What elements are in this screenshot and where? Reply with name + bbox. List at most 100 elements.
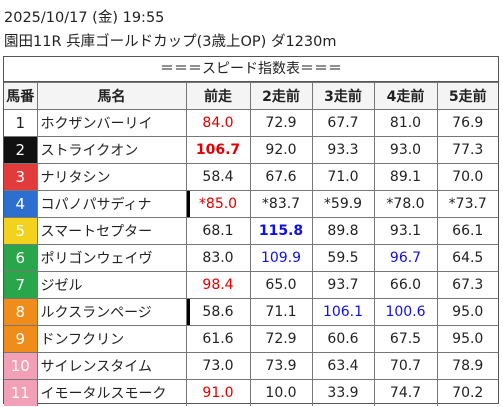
speed-index: 83.0 <box>185 244 251 272</box>
speed-index: 96.7 <box>373 244 438 272</box>
speed-index: 106.7 <box>185 136 251 164</box>
table-row: 6 ポリゴンウェイヴ 83.0 109.9 59.5 96.7 64.5 <box>4 244 498 272</box>
horse-number: 6 <box>4 244 38 272</box>
speed-table: 馬番 馬名 前走 2走前 3走前 4走前 5走前 1 ホクザンバーリイ 84.0 72.9 67.7… <box>4 82 498 406</box>
speed-index: 84.0 <box>185 109 251 137</box>
horse-number: 8 <box>4 298 38 326</box>
speed-index: 109.9 <box>249 244 313 272</box>
speed-index: 71.0 <box>311 163 375 191</box>
race-info: 園田11R 兵庫ゴールドカップ(3歳上OP) ダ1230m <box>4 34 337 50</box>
horse-number: 10 <box>4 352 38 380</box>
column-header: 馬名 <box>36 82 187 110</box>
table-row: 3 ナリタシン 58.4 67.6 71.0 89.1 70.0 <box>4 163 498 191</box>
column-header: 5走前 <box>436 82 498 110</box>
table-row: 9 ドンフクリン 61.6 72.9 60.6 67.5 95.0 <box>4 325 498 353</box>
horse-name: ルクスランページ <box>36 298 187 326</box>
speed-index: 95.0 <box>436 325 498 353</box>
horse-number: 1 <box>4 109 38 137</box>
table-row: 10 サイレンスタイム 73.0 73.9 63.4 70.7 78.9 <box>4 352 498 380</box>
table-row: 2 ストライクオン 106.7 92.0 93.3 93.0 77.3 <box>4 136 498 164</box>
speed-index: 67.5 <box>373 325 438 353</box>
speed-index: 61.6 <box>185 325 251 353</box>
speed-index: 115.8 <box>249 217 313 245</box>
speed-index: 93.7 <box>311 271 375 299</box>
speed-index: 89.8 <box>311 217 375 245</box>
speed-index: 100.6 <box>373 298 438 326</box>
header-row: 馬番 馬名 前走 2走前 3走前 4走前 5走前 <box>4 82 498 110</box>
speed-index: 64.5 <box>436 244 498 272</box>
speed-index: 71.1 <box>249 298 313 326</box>
speed-index: 106.1 <box>311 298 375 326</box>
speed-index: 72.9 <box>249 109 313 137</box>
horse-number: 5 <box>4 217 38 245</box>
speed-index: 93.0 <box>373 136 438 164</box>
table-row: 1 ホクザンバーリイ 84.0 72.9 67.7 81.0 76.9 <box>4 109 498 137</box>
speed-index: 74.7 <box>373 379 438 406</box>
speed-index: 60.6 <box>311 325 375 353</box>
speed-index: *83.7 <box>249 190 313 218</box>
speed-index: 10.0 <box>249 379 313 406</box>
horse-name: ナリタシン <box>36 163 187 191</box>
horse-name: サイレンスタイム <box>36 352 187 380</box>
speed-index: 65.0 <box>249 271 313 299</box>
horse-name: スマートセプター <box>36 217 187 245</box>
horse-name: ホクザンバーリイ <box>36 109 187 137</box>
horse-name: イモータルスモーク <box>36 379 187 406</box>
speed-index: 93.3 <box>311 136 375 164</box>
horse-number: 2 <box>4 136 38 164</box>
horse-number: 7 <box>4 271 38 299</box>
horse-name: ストライクオン <box>36 136 187 164</box>
speed-index: 78.9 <box>436 352 498 380</box>
speed-index: 58.6 <box>185 298 251 326</box>
speed-index: 73.9 <box>249 352 313 380</box>
speed-index: 70.7 <box>373 352 438 380</box>
table-row: 4 コパノパサディナ *85.0 *83.7 *59.9 *78.0 *73.7 <box>4 190 498 218</box>
horse-name: ドンフクリン <box>36 325 187 353</box>
speed-index: *59.9 <box>311 190 375 218</box>
column-header: 馬番 <box>4 82 38 110</box>
table-row: 11 イモータルスモーク 91.0 10.0 33.9 74.7 70.2 <box>4 379 498 406</box>
speed-index: 67.3 <box>436 271 498 299</box>
speed-index: *85.0 <box>185 190 251 218</box>
speed-index: 70.2 <box>436 379 498 406</box>
speed-index: 95.0 <box>436 298 498 326</box>
speed-index: 77.3 <box>436 136 498 164</box>
table-title: ＝＝＝スピード指数表＝＝＝ <box>4 57 498 82</box>
column-header: 2走前 <box>249 82 313 110</box>
horse-number: 11 <box>4 379 38 406</box>
speed-index: 68.1 <box>185 217 251 245</box>
speed-index: 72.9 <box>249 325 313 353</box>
speed-index: *73.7 <box>436 190 498 218</box>
horse-name: コパノパサディナ <box>36 190 187 218</box>
speed-index: 76.9 <box>436 109 498 137</box>
column-header: 3走前 <box>311 82 375 110</box>
column-header: 4走前 <box>373 82 438 110</box>
speed-table-box: ＝＝＝スピード指数表＝＝＝ 馬番 馬名 前走 2走前 3走前 4走前 5走前 1 ホクザンバー… <box>3 56 499 406</box>
speed-index: 63.4 <box>311 352 375 380</box>
speed-index: 67.6 <box>249 163 313 191</box>
horse-number: 4 <box>4 190 38 218</box>
speed-index: 73.0 <box>185 352 251 380</box>
speed-index: 58.4 <box>185 163 251 191</box>
speed-index: 92.0 <box>249 136 313 164</box>
table-row: 8 ルクスランページ 58.6 71.1 106.1 100.6 95.0 <box>4 298 498 326</box>
speed-index: 93.1 <box>373 217 438 245</box>
speed-index: 70.0 <box>436 163 498 191</box>
speed-index: 66.0 <box>373 271 438 299</box>
speed-index: 33.9 <box>311 379 375 406</box>
speed-index: 81.0 <box>373 109 438 137</box>
horse-number: 3 <box>4 163 38 191</box>
speed-index: 89.1 <box>373 163 438 191</box>
horse-name: ジゼル <box>36 271 187 299</box>
speed-index: 67.7 <box>311 109 375 137</box>
table-row: 7 ジゼル 98.4 65.0 93.7 66.0 67.3 <box>4 271 498 299</box>
datetime: 2025/10/17 (金) 19:55 <box>4 10 165 26</box>
column-header: 前走 <box>185 82 251 110</box>
speed-index: *78.0 <box>373 190 438 218</box>
speed-index: 98.4 <box>185 271 251 299</box>
table-row: 5 スマートセプター 68.1 115.8 89.8 93.1 66.1 <box>4 217 498 245</box>
speed-index: 59.5 <box>311 244 375 272</box>
speed-index: 66.1 <box>436 217 498 245</box>
horse-name: ポリゴンウェイヴ <box>36 244 187 272</box>
